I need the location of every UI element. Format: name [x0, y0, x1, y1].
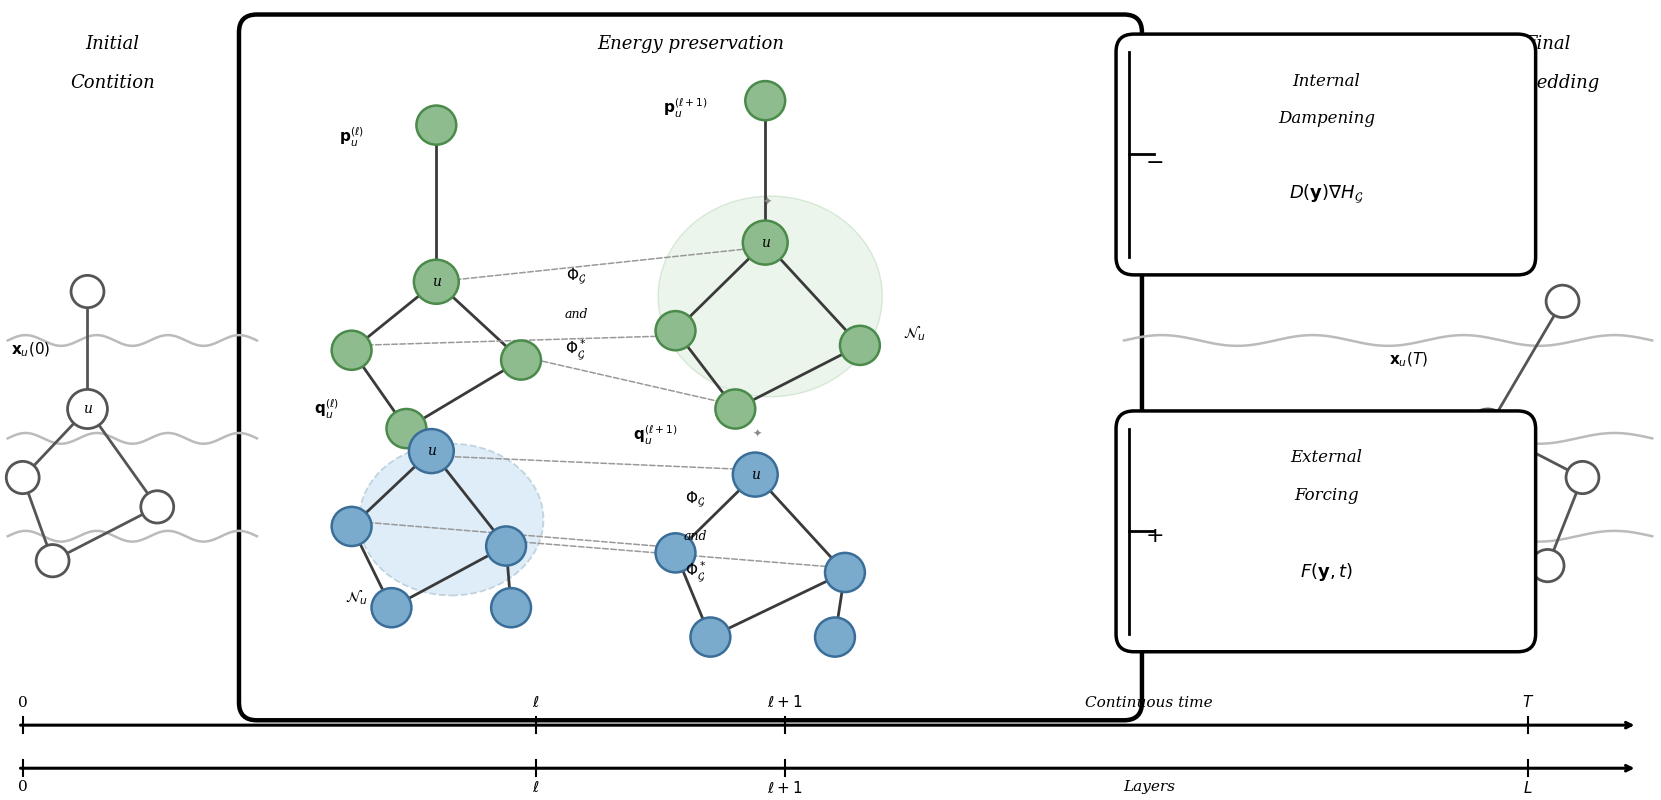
Text: $\ell$: $\ell$ — [532, 780, 540, 795]
Text: u: u — [432, 274, 440, 289]
Circle shape — [37, 545, 70, 577]
Text: u: u — [751, 467, 759, 482]
Circle shape — [742, 221, 787, 265]
Circle shape — [414, 260, 458, 304]
Circle shape — [141, 490, 174, 523]
Circle shape — [71, 275, 105, 308]
Text: $L$: $L$ — [1523, 780, 1533, 796]
Text: ✦: ✦ — [762, 197, 772, 206]
Circle shape — [1546, 285, 1580, 318]
Circle shape — [409, 429, 453, 473]
Text: $\mathbf{x}_u(0)$: $\mathbf{x}_u(0)$ — [12, 341, 50, 359]
Circle shape — [332, 507, 372, 546]
Text: Forcing: Forcing — [1294, 486, 1359, 504]
FancyBboxPatch shape — [239, 14, 1143, 720]
Ellipse shape — [359, 444, 543, 595]
Text: Embedding: Embedding — [1495, 74, 1600, 92]
Text: Energy preservation: Energy preservation — [596, 35, 784, 53]
Circle shape — [417, 106, 457, 145]
Text: $\Phi_{\mathcal{G}}$: $\Phi_{\mathcal{G}}$ — [686, 490, 706, 510]
Text: $+$: $+$ — [1144, 526, 1163, 547]
Text: and: and — [684, 530, 708, 542]
Text: $\ell+1$: $\ell+1$ — [767, 694, 802, 710]
Circle shape — [656, 534, 696, 573]
Circle shape — [656, 311, 696, 350]
Text: Contition: Contition — [70, 74, 154, 92]
Text: $\mathcal{N}_u$: $\mathcal{N}_u$ — [345, 589, 369, 607]
Text: $\mathbf{p}_u^{(\ell)}$: $\mathbf{p}_u^{(\ell)}$ — [339, 126, 364, 150]
Text: $\mathcal{N}_u$: $\mathcal{N}_u$ — [904, 324, 927, 343]
Text: u: u — [427, 444, 435, 458]
Text: $\mathbf{x}_u(T)$: $\mathbf{x}_u(T)$ — [1389, 351, 1427, 370]
Text: Final: Final — [1525, 35, 1571, 53]
Circle shape — [332, 330, 372, 370]
Text: and: and — [565, 307, 588, 321]
Text: $\mathbf{p}_u^{(\ell+1)}$: $\mathbf{p}_u^{(\ell+1)}$ — [663, 97, 708, 120]
Text: u: u — [1483, 422, 1492, 435]
Circle shape — [816, 618, 855, 657]
Circle shape — [68, 390, 108, 429]
Circle shape — [1531, 550, 1565, 582]
Circle shape — [716, 390, 756, 429]
Text: $T$: $T$ — [1521, 694, 1533, 710]
Circle shape — [840, 326, 880, 365]
Text: $\mathbf{q}_u^{(\ell)}$: $\mathbf{q}_u^{(\ell)}$ — [314, 398, 339, 421]
Text: External: External — [1291, 450, 1362, 466]
Circle shape — [1468, 409, 1508, 448]
Circle shape — [387, 409, 427, 448]
Text: ✦: ✦ — [752, 429, 762, 438]
Circle shape — [1437, 506, 1470, 538]
Text: u: u — [83, 402, 91, 416]
Circle shape — [1566, 462, 1600, 494]
FancyBboxPatch shape — [1116, 411, 1536, 652]
Text: u: u — [761, 235, 769, 250]
Circle shape — [492, 588, 532, 627]
Text: $-$: $-$ — [1144, 150, 1163, 172]
Circle shape — [502, 341, 541, 380]
Text: 0: 0 — [18, 780, 28, 794]
Text: $\ell$: $\ell$ — [532, 695, 540, 710]
Text: 0: 0 — [18, 697, 28, 710]
Ellipse shape — [658, 196, 882, 397]
Text: $\Phi^*_{\mathcal{G}}$: $\Phi^*_{\mathcal{G}}$ — [684, 560, 706, 585]
Text: $\ell+1$: $\ell+1$ — [767, 780, 802, 796]
Text: $D(\mathbf{y})\nabla H_{\mathcal{G}}$: $D(\mathbf{y})\nabla H_{\mathcal{G}}$ — [1289, 182, 1364, 205]
Text: $F(\mathbf{y},t)$: $F(\mathbf{y},t)$ — [1301, 562, 1352, 583]
Text: $\mathbf{q}_u^{(\ell+1)}$: $\mathbf{q}_u^{(\ell+1)}$ — [633, 424, 678, 447]
Text: Internal: Internal — [1292, 73, 1360, 90]
Circle shape — [691, 618, 731, 657]
Text: Dampening: Dampening — [1277, 110, 1375, 126]
Text: Continuous time: Continuous time — [1085, 697, 1213, 710]
Circle shape — [746, 81, 786, 120]
Circle shape — [826, 553, 865, 592]
Circle shape — [372, 588, 412, 627]
Circle shape — [7, 462, 40, 494]
Text: Layers: Layers — [1123, 780, 1174, 794]
Text: Initial: Initial — [85, 35, 140, 53]
Circle shape — [487, 526, 527, 566]
Circle shape — [733, 453, 777, 497]
FancyBboxPatch shape — [1116, 34, 1536, 275]
Text: $\Phi_{\mathcal{G}}$: $\Phi_{\mathcal{G}}$ — [566, 266, 586, 287]
Text: $\Phi^*_{\mathcal{G}}$: $\Phi^*_{\mathcal{G}}$ — [565, 338, 586, 362]
